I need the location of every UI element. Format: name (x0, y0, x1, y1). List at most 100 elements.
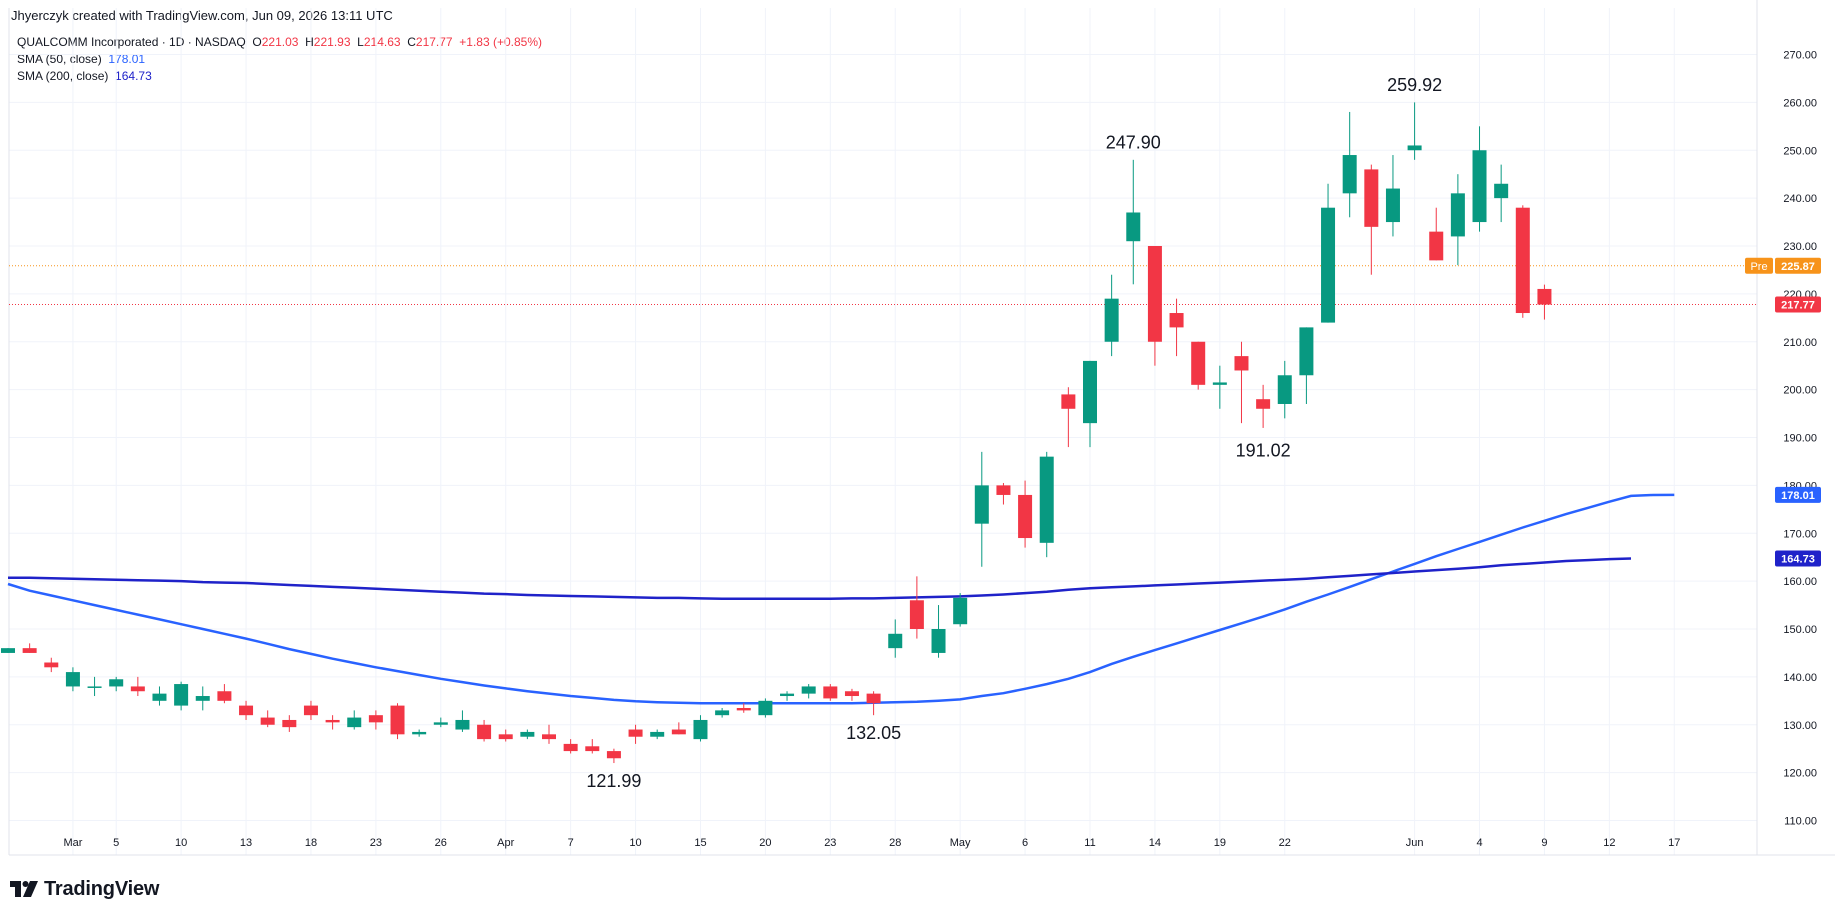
candle-up[interactable] (650, 729, 665, 740)
candle-up[interactable] (1385, 155, 1400, 237)
candle-body (130, 686, 145, 692)
candle-up[interactable] (520, 729, 535, 740)
candle-up[interactable] (1407, 102, 1422, 160)
x-tick-label: 20 (759, 837, 771, 849)
candle-down[interactable] (260, 710, 275, 728)
candle-up[interactable] (1104, 274, 1119, 357)
candle-down[interactable] (736, 703, 751, 713)
y-tick-label: 230.00 (1783, 241, 1817, 253)
candle-up[interactable] (758, 698, 773, 718)
candle-down[interactable] (1018, 480, 1033, 548)
candle-body (347, 717, 362, 728)
candle-up[interactable] (693, 715, 708, 742)
candle-up[interactable] (953, 593, 968, 627)
candle-down[interactable] (996, 482, 1011, 505)
candle-up[interactable] (152, 686, 167, 706)
price-axis[interactable]: 270.00260.00250.00240.00230.00220.00210.… (1783, 50, 1817, 828)
sma50-legend[interactable]: SMA (50, close) 178.01 (17, 52, 145, 66)
candle-up[interactable] (974, 451, 989, 567)
x-tick-label: 9 (1541, 837, 1547, 849)
low-value: 214.63 (363, 35, 401, 49)
candle-up[interactable] (888, 619, 903, 658)
candle-up[interactable] (455, 710, 470, 732)
candle-down[interactable] (1429, 207, 1444, 261)
candle-down[interactable] (282, 715, 297, 732)
candle-down[interactable] (909, 576, 924, 639)
candle-down[interactable] (390, 703, 405, 740)
close-value: 217.77 (415, 35, 453, 49)
candle-up[interactable] (195, 686, 210, 711)
candle-down[interactable] (239, 700, 254, 720)
candle-up[interactable] (801, 684, 816, 699)
candle-down[interactable] (563, 739, 578, 754)
candle-up[interactable] (1299, 327, 1314, 404)
tradingview-logo-icon (10, 881, 38, 897)
candle-down[interactable] (866, 691, 881, 716)
candle-body (585, 746, 600, 752)
candle-down[interactable] (1169, 298, 1184, 357)
candle-down[interactable] (22, 643, 37, 653)
symbol-name: QUALCOMM Incorporated · 1D · NASDAQ (17, 35, 246, 49)
candle-up[interactable] (1494, 164, 1509, 223)
candle-body (1277, 375, 1292, 404)
sma200-legend[interactable]: SMA (200, close) 164.73 (17, 69, 152, 83)
candle-up[interactable] (1277, 360, 1292, 419)
candle-down[interactable] (542, 724, 556, 744)
candle-up[interactable] (87, 676, 102, 697)
candle-down[interactable] (1191, 341, 1206, 390)
candle-body (368, 715, 383, 723)
symbol-legend[interactable]: QUALCOMM Incorporated · 1D · NASDAQ O221… (17, 35, 542, 49)
candle-up[interactable] (715, 707, 730, 718)
candle-down[interactable] (1515, 205, 1530, 318)
candle-down[interactable] (368, 710, 383, 730)
candle-down[interactable] (217, 684, 232, 704)
candle-down[interactable] (1234, 341, 1249, 424)
time-axis[interactable]: Mar 5 10 13 18 23 26 Apr 7 10 15 20 23 28 May 6 11 14 19 22… (63, 837, 1680, 849)
high-label: H (305, 35, 314, 49)
candle-up[interactable] (1083, 360, 1097, 448)
candle-down[interactable] (628, 724, 643, 744)
tradingview-logo[interactable]: TradingView (10, 876, 159, 902)
candle-up[interactable] (1126, 159, 1141, 285)
candle-down[interactable] (823, 684, 838, 701)
candle-up[interactable] (1, 648, 15, 653)
candle-up[interactable] (433, 717, 448, 728)
candle-up[interactable] (1342, 111, 1357, 218)
candle-down[interactable] (477, 719, 492, 742)
candle-up[interactable] (1321, 183, 1336, 323)
candle-down[interactable] (303, 700, 318, 720)
candle-up[interactable] (1472, 126, 1487, 232)
x-tick-label: 12 (1603, 837, 1615, 849)
candle-down[interactable] (1537, 284, 1552, 320)
candle-down[interactable] (1061, 387, 1076, 448)
candle-body (455, 719, 470, 730)
candle-up[interactable] (174, 681, 189, 711)
candle-body (260, 717, 275, 725)
candle-down[interactable] (671, 722, 686, 735)
candle-up[interactable] (109, 676, 124, 692)
candle-up[interactable] (347, 710, 362, 730)
candle-down[interactable] (325, 715, 340, 730)
candle-down[interactable] (844, 688, 859, 701)
candle-down[interactable] (606, 748, 621, 764)
candle-down[interactable] (130, 676, 145, 697)
candle-up[interactable] (65, 667, 80, 692)
axis-price-label-bg (1775, 550, 1821, 567)
candle-up[interactable] (412, 729, 427, 737)
candle-up[interactable] (1212, 365, 1227, 409)
candle-body (671, 729, 686, 735)
open-label: O (252, 35, 262, 49)
candle-down[interactable] (1147, 246, 1162, 366)
candle-up[interactable] (931, 605, 946, 658)
candle-up[interactable] (1450, 174, 1465, 266)
candle-down[interactable] (585, 739, 600, 754)
candle-down[interactable] (44, 657, 59, 673)
candle-down[interactable] (498, 729, 513, 742)
candle-down[interactable] (1364, 164, 1379, 275)
candles[interactable] (1, 102, 1552, 764)
candle-down[interactable] (1256, 384, 1271, 428)
candle-up[interactable] (1039, 451, 1054, 558)
candle-body (44, 662, 59, 668)
candle-up[interactable] (780, 691, 795, 701)
